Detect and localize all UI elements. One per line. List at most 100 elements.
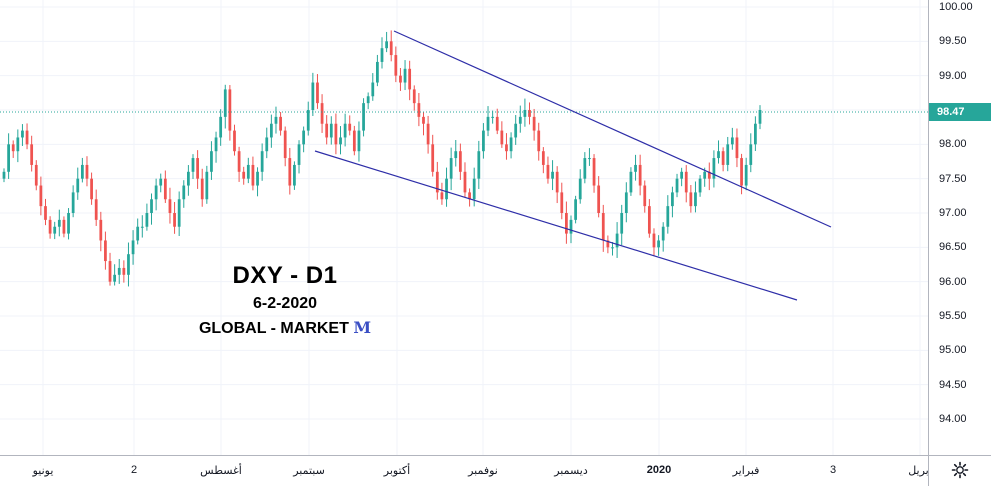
price-axis[interactable]: 100.0099.5099.0098.5098.0097.5097.0096.5… xyxy=(928,0,991,455)
candle-body xyxy=(311,82,315,110)
candlestick-chart[interactable] xyxy=(0,0,928,455)
candle-body xyxy=(108,261,112,282)
price-tick-label: 97.00 xyxy=(939,207,967,219)
candle-body xyxy=(145,213,149,227)
candle-body xyxy=(744,164,748,186)
candle-body xyxy=(426,123,430,145)
candle-body xyxy=(606,240,610,248)
candle-body xyxy=(265,137,269,152)
candle-body xyxy=(163,178,167,200)
candle-body xyxy=(71,192,75,213)
candle-body xyxy=(348,123,352,131)
candle-body xyxy=(721,151,725,165)
candle-body xyxy=(514,123,518,138)
price-tick-label: 95.50 xyxy=(939,310,967,322)
candle-body xyxy=(707,171,711,179)
price-tick-label: 97.50 xyxy=(939,172,967,185)
candle-body xyxy=(463,171,467,193)
candle-body xyxy=(694,192,697,207)
candle-body xyxy=(583,158,587,179)
candle-body xyxy=(597,185,601,213)
candle-body xyxy=(505,144,508,152)
candle-body xyxy=(638,164,642,186)
candle-body xyxy=(435,171,439,193)
candle-body xyxy=(560,192,564,213)
candle-body xyxy=(551,171,554,179)
candle-body xyxy=(661,226,665,241)
candle-body xyxy=(113,274,117,282)
candle-body xyxy=(90,178,93,200)
candle-body xyxy=(684,171,688,193)
candle-body xyxy=(302,130,306,145)
trendline-lower xyxy=(314,150,798,301)
candle-body xyxy=(325,123,329,138)
time-tick-label: أكتوبر xyxy=(383,465,411,477)
time-tick-label: فبراير xyxy=(732,465,760,477)
candle-body xyxy=(431,144,435,172)
candle-body xyxy=(57,219,61,227)
candle-body xyxy=(657,240,660,248)
chart-plot-area[interactable]: DXY - D1 6-2-2020 GLOBAL - MARKET M xyxy=(0,0,928,455)
candle-body xyxy=(80,164,84,179)
candle-body xyxy=(601,213,605,241)
candle-body xyxy=(574,199,577,220)
candle-body xyxy=(735,137,739,159)
candle-body xyxy=(99,219,103,241)
candle-body xyxy=(643,185,647,207)
brand-mark-icon: M xyxy=(353,318,372,337)
candle-body xyxy=(652,233,656,248)
candle-body xyxy=(62,219,66,234)
candle-body xyxy=(449,158,453,179)
candle-body xyxy=(671,192,674,207)
candle-body xyxy=(2,171,6,179)
candle-body xyxy=(150,199,153,213)
candle-body xyxy=(200,178,204,200)
time-axis[interactable]: يونيو 2 أغسطس سبتمبر أكتوبر نوفمبر ديسمبر 2020 ف… xyxy=(0,455,932,486)
candle-body xyxy=(251,164,255,186)
candle-body xyxy=(758,110,762,124)
candle-body xyxy=(362,103,365,131)
candle-body xyxy=(352,130,356,152)
candle-body xyxy=(104,240,107,262)
candle-body xyxy=(500,130,504,145)
candle-body xyxy=(7,144,10,172)
candle-body xyxy=(634,164,637,172)
candle-body xyxy=(131,240,135,255)
candle-body xyxy=(445,178,448,200)
candle-body xyxy=(689,192,693,207)
candle-body xyxy=(159,178,163,186)
candle-body xyxy=(136,226,140,241)
price-tick-label: 99.00 xyxy=(939,69,967,82)
candle-body xyxy=(537,130,541,152)
candle-body xyxy=(288,158,292,186)
time-tick-label: أغسطس xyxy=(200,465,242,477)
candle-body xyxy=(191,158,195,172)
candle-body xyxy=(528,110,531,117)
candle-body xyxy=(214,137,218,152)
candle-body xyxy=(25,130,29,145)
candle-body xyxy=(726,144,730,165)
candle-body xyxy=(339,137,342,145)
time-tick-label: 2020 xyxy=(646,464,672,476)
candle-body xyxy=(237,151,241,172)
price-tick-label: 99.50 xyxy=(939,35,967,48)
candle-body xyxy=(417,103,421,117)
candle-body xyxy=(588,158,591,160)
candle-body xyxy=(578,178,582,200)
candle-body xyxy=(343,123,347,138)
candle-body xyxy=(274,116,278,124)
candle-body xyxy=(177,199,181,227)
candle-body xyxy=(320,103,324,124)
candle-body xyxy=(454,151,458,159)
time-tick-label: 3 xyxy=(829,464,837,476)
candle-body xyxy=(16,137,20,152)
candle-body xyxy=(482,130,485,152)
candle-body xyxy=(256,171,259,186)
gear-icon[interactable] xyxy=(951,461,969,479)
candle-body xyxy=(334,123,338,145)
price-tick-label: 96.00 xyxy=(939,275,967,288)
candle-body xyxy=(85,164,89,179)
candle-body xyxy=(394,55,398,76)
candle-body xyxy=(523,110,527,117)
candle-body xyxy=(357,130,361,152)
